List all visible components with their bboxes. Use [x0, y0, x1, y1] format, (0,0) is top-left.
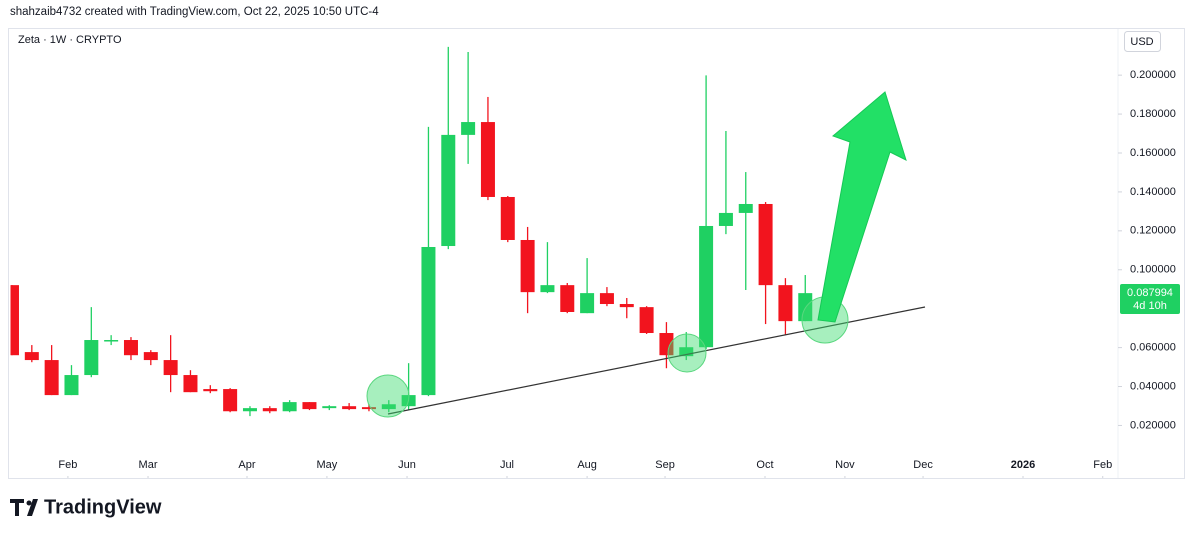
x-tick-label: Mar — [139, 459, 158, 471]
candle-body — [500, 196, 515, 240]
candle-body — [421, 246, 436, 396]
y-tick-label: 0.200000 — [1130, 69, 1176, 81]
arrow — [817, 91, 907, 323]
candle-body — [639, 307, 654, 334]
y-tick-label: 0.100000 — [1130, 264, 1176, 276]
highlight-circle — [667, 333, 707, 373]
plot: 0.020000 0.040000 0.060000 0.100000 0.120000… — [10, 46, 1176, 478]
candle-body — [381, 404, 396, 410]
x-tick-label: Jun — [398, 459, 416, 471]
x-tick-label: Oct — [756, 459, 773, 471]
price-label-box — [1120, 284, 1180, 314]
candle-body — [322, 406, 337, 409]
y-tick-label: 0.040000 — [1130, 380, 1176, 392]
candle-body — [84, 340, 99, 376]
candle-body — [282, 402, 297, 412]
candle-body — [302, 402, 317, 410]
candle-body — [143, 352, 158, 361]
candle-body — [203, 389, 218, 392]
currency-box — [1124, 31, 1161, 52]
x-tick-label: Jul — [500, 459, 514, 471]
candle-body — [10, 285, 19, 356]
y-tick-label: 0.160000 — [1130, 147, 1176, 159]
price-label: 0.087994 — [1127, 287, 1173, 299]
candle-body — [619, 304, 634, 308]
chart-title: Zeta · 1W · CRYPTO — [18, 34, 122, 46]
candle-body — [758, 203, 773, 286]
candle-body — [361, 407, 376, 410]
candle-body — [24, 352, 39, 361]
candle-body — [738, 203, 753, 213]
countdown: 4d 10h — [1133, 300, 1167, 312]
x-tick-label: Apr — [238, 459, 255, 471]
candle-body — [104, 340, 119, 342]
candle-body — [659, 333, 674, 356]
candle-body — [64, 375, 79, 396]
y-tick-label: 0.060000 — [1130, 342, 1176, 354]
x-tick-label: Dec — [913, 459, 933, 471]
candle-body — [798, 293, 813, 322]
candle-body — [44, 360, 59, 396]
candle-body — [262, 408, 277, 412]
currency: USD — [1130, 36, 1153, 48]
candle-body — [540, 285, 555, 293]
trend-line — [387, 306, 926, 415]
x-tick-label: 2026 — [1011, 459, 1035, 471]
x-tick-label: May — [317, 459, 338, 471]
candle-body — [441, 134, 456, 247]
candle-body — [679, 347, 694, 357]
x-tick-label: Sep — [655, 459, 675, 471]
candle-body — [480, 122, 495, 197]
candle-body — [699, 225, 714, 348]
candle-body — [778, 285, 793, 322]
x-tick-label: Feb — [1093, 459, 1112, 471]
y-tick-label: 0.180000 — [1130, 108, 1176, 120]
candle-body — [461, 122, 476, 135]
candle-body — [718, 212, 733, 226]
x-tick-label: Nov — [835, 459, 855, 471]
candle-body — [183, 375, 198, 393]
candle-body — [342, 406, 357, 410]
candle-body — [123, 340, 138, 356]
x-tick-label: Feb — [58, 459, 77, 471]
chart-frame — [8, 28, 1185, 479]
candle-body — [599, 293, 614, 305]
candle-body — [223, 389, 238, 412]
x-tick-label: Aug — [577, 459, 597, 471]
y-tick-label: 0.140000 — [1130, 186, 1176, 198]
candle-body — [163, 360, 178, 376]
y-tick-label: 0.120000 — [1130, 225, 1176, 237]
highlight-circle — [366, 374, 410, 418]
brand: TradingView — [44, 496, 162, 518]
candle-body — [520, 239, 535, 293]
candle-body — [560, 285, 575, 312]
candle-body — [242, 408, 257, 412]
y-tick-label: 0.020000 — [1130, 419, 1176, 431]
header: shahzaib4732 created with TradingView.co… — [10, 6, 379, 18]
logo-icon — [10, 499, 38, 516]
candle-body — [580, 293, 595, 314]
